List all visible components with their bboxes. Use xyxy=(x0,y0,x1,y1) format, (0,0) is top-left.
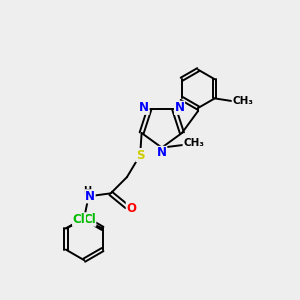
Text: Cl: Cl xyxy=(73,213,85,226)
Text: CH₃: CH₃ xyxy=(232,96,253,106)
Text: N: N xyxy=(157,146,167,159)
Text: Cl: Cl xyxy=(83,213,96,226)
Text: O: O xyxy=(126,202,136,214)
Text: N: N xyxy=(85,190,95,203)
Text: S: S xyxy=(136,148,144,162)
Text: N: N xyxy=(175,101,184,114)
Text: N: N xyxy=(139,101,149,114)
Text: H: H xyxy=(83,186,91,196)
Text: CH₃: CH₃ xyxy=(183,138,204,148)
